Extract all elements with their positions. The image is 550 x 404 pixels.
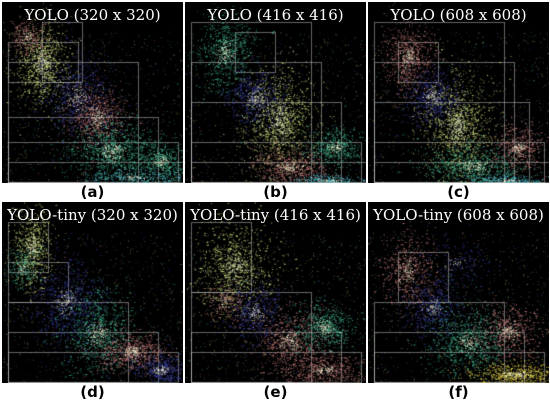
panel-label: (d) <box>80 383 105 401</box>
panel-title: YOLO-tiny (320 x 320) <box>7 206 178 224</box>
panel-c: YOLO (608 x 608) <box>368 2 549 183</box>
scatter-plot-e <box>185 202 366 383</box>
panel-b: YOLO (416 x 416) <box>185 2 366 183</box>
scatter-plot-d <box>2 202 183 383</box>
panel-d: YOLO-tiny (320 x 320) <box>2 202 183 383</box>
panel-a: YOLO (320 x 320) <box>2 2 183 183</box>
panel-title: YOLO-tiny (608 x 608) <box>373 206 544 224</box>
panel-label: (e) <box>263 383 288 401</box>
scatter-plot-a <box>2 2 183 183</box>
panel-title: YOLO-tiny (416 x 416) <box>190 206 361 224</box>
scatter-plot-b <box>185 2 366 183</box>
panel-title: YOLO (416 x 416) <box>207 6 344 24</box>
panel-title: YOLO (320 x 320) <box>24 6 161 24</box>
panel-label: (a) <box>80 183 105 201</box>
scatter-plot-f <box>368 202 549 383</box>
panel-title: YOLO (608 x 608) <box>390 6 527 24</box>
panel-label: (b) <box>263 183 288 201</box>
panel-label: (c) <box>447 183 470 201</box>
scatter-plot-c <box>368 2 549 183</box>
panel-label: (f) <box>448 383 469 401</box>
panel-e: YOLO-tiny (416 x 416) <box>185 202 366 383</box>
panel-f: YOLO-tiny (608 x 608) <box>368 202 549 383</box>
